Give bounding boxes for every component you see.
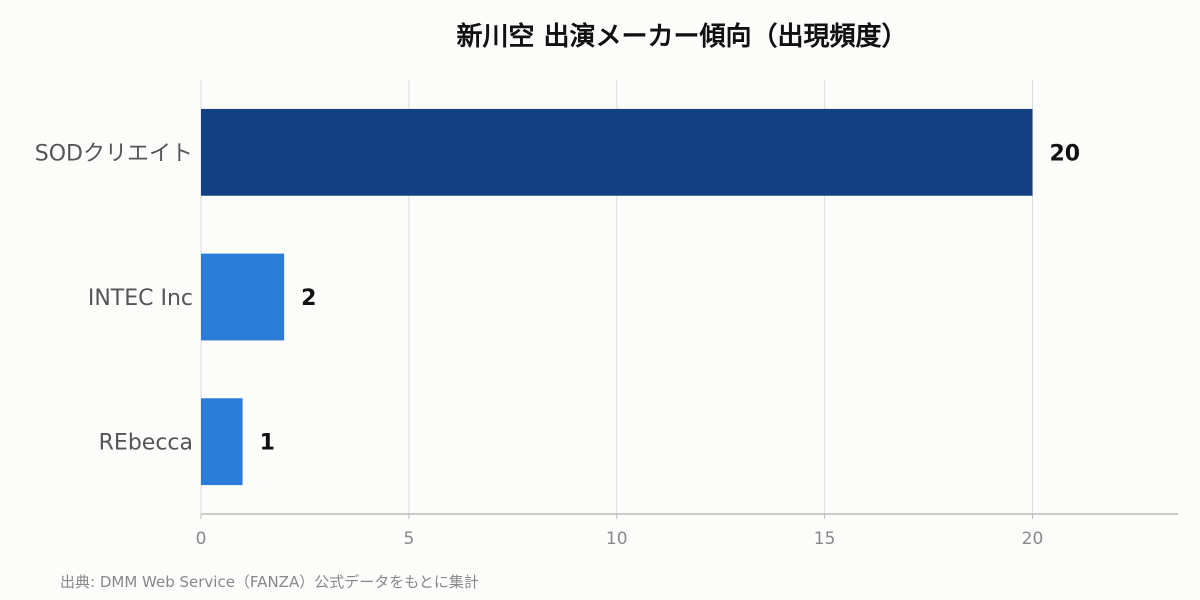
labels: SODクリエイト 20 INTEC Inc 2 REbecca 1 bbox=[35, 141, 1080, 455]
chart-title: 新川空 出演メーカー傾向（出現頻度） bbox=[456, 21, 907, 52]
bars bbox=[201, 108, 1033, 486]
bar-2 bbox=[201, 398, 243, 486]
value-label: 2 bbox=[301, 286, 316, 311]
x-tick-label: 20 bbox=[1022, 529, 1044, 549]
category-label: REbecca bbox=[99, 431, 193, 456]
value-label: 1 bbox=[260, 431, 275, 456]
category-label: INTEC Inc bbox=[88, 286, 193, 311]
category-label: SODクリエイト bbox=[35, 141, 193, 166]
x-tick-label: 15 bbox=[814, 529, 836, 549]
source-note: 出典: DMM Web Service（FANZA）公式データをもとに集計 bbox=[60, 573, 479, 591]
x-tick-label: 10 bbox=[606, 529, 628, 549]
x-tick-label: 5 bbox=[403, 529, 414, 549]
bar-1 bbox=[201, 253, 285, 341]
x-axis: 0 5 10 15 20 bbox=[196, 513, 1178, 549]
bar-0 bbox=[201, 108, 1033, 196]
x-tick-label: 0 bbox=[196, 529, 207, 549]
value-label: 20 bbox=[1049, 141, 1080, 166]
